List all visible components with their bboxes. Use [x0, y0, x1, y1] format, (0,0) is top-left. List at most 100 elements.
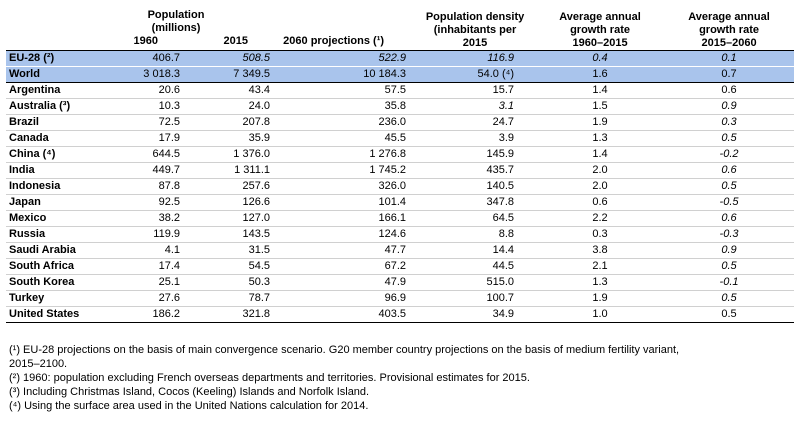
cell-2060: 1 276.8 [278, 146, 415, 163]
cell-1960: 27.6 [98, 290, 188, 307]
cell-growth-2015-2060: 0.9 [664, 242, 795, 259]
cell-density: 435.7 [414, 162, 537, 179]
cell-country: Mexico [6, 210, 98, 227]
cell-growth-2015-2060: 0.5 [664, 306, 795, 323]
cell-density: 44.5 [414, 258, 537, 275]
cell-density: 140.5 [414, 178, 537, 195]
table-row: South Africa 17.4 54.5 67.2 44.5 2.1 0.5 [6, 258, 795, 275]
cell-1960: 92.5 [98, 194, 188, 211]
cell-2060: 166.1 [278, 210, 415, 227]
cell-country: South Africa [6, 258, 98, 275]
footnote: (³) Including Christmas Island, Cocos (K… [9, 386, 370, 398]
cell-2015: 508.5 [188, 50, 278, 67]
cell-density: 24.7 [414, 114, 537, 131]
cell-growth-1960-2015: 1.9 [536, 114, 665, 131]
cell-growth-2015-2060: 0.5 [664, 130, 795, 147]
cell-growth-1960-2015: 3.8 [536, 242, 665, 259]
header-row-bottom: 1960 2015 2060 projections (¹) [6, 35, 795, 51]
cell-2015: 1 311.1 [188, 162, 278, 179]
cell-growth-1960-2015: 1.4 [536, 146, 665, 163]
cell-growth-1960-2015: 2.2 [536, 210, 665, 227]
cell-growth-2015-2060: -0.1 [664, 274, 795, 291]
table-row: EU-28 (²) 406.7 508.5 522.9 116.9 0.4 0.1 [6, 50, 795, 67]
cell-density: 347.8 [414, 194, 537, 211]
cell-2015: 126.6 [188, 194, 278, 211]
cell-growth-1960-2015: 1.5 [536, 98, 665, 115]
population-table: Population (millions) Population density(… [6, 9, 795, 323]
cell-growth-2015-2060: -0.2 [664, 146, 795, 163]
table-row: South Korea 25.1 50.3 47.9 515.0 1.3 -0.1 [6, 274, 795, 291]
footnote: (²) 1960: population excluding French ov… [9, 372, 530, 384]
cell-2015: 50.3 [188, 274, 278, 291]
cell-1960: 20.6 [98, 82, 188, 99]
cell-density: 3.9 [414, 130, 537, 147]
cell-country: South Korea [6, 274, 98, 291]
cell-density: 14.4 [414, 242, 537, 259]
cell-2060: 57.5 [278, 82, 415, 99]
cell-growth-2015-2060: 0.6 [664, 82, 795, 99]
cell-1960: 3 018.3 [98, 66, 188, 83]
cell-2060: 45.5 [278, 130, 415, 147]
cell-2015: 1 376.0 [188, 146, 278, 163]
cell-1960: 17.4 [98, 258, 188, 275]
cell-1960: 87.8 [98, 178, 188, 195]
cell-2060: 67.2 [278, 258, 415, 275]
cell-density: 145.9 [414, 146, 537, 163]
header-row-top: Population (millions) Population density(… [6, 9, 794, 49]
cell-growth-2015-2060: 0.7 [664, 66, 795, 83]
cell-growth-1960-2015: 1.4 [536, 82, 665, 99]
header-2060: 2060 projections (¹) [283, 35, 385, 47]
cell-growth-2015-2060: 0.5 [664, 178, 795, 195]
cell-growth-2015-2060: -0.3 [664, 226, 795, 243]
cell-growth-1960-2015: 1.3 [536, 274, 665, 291]
cell-country: World [6, 66, 98, 83]
cell-1960: 406.7 [98, 50, 188, 67]
cell-2015: 7 349.5 [188, 66, 278, 83]
header-2015: 2015 [223, 35, 248, 47]
cell-country: China (⁴) [6, 146, 98, 163]
footnote: (⁴) Using the surface area used in the U… [9, 400, 369, 412]
cell-density: 34.9 [414, 306, 537, 323]
cell-density: 3.1 [414, 98, 537, 115]
table-row: Brazil 72.5 207.8 236.0 24.7 1.9 0.3 [6, 114, 795, 131]
cell-country: Indonesia [6, 178, 98, 195]
cell-2015: 257.6 [188, 178, 278, 195]
header-density: Population density (inhabitants per 2015 [425, 11, 525, 49]
cell-2060: 47.9 [278, 274, 415, 291]
table-row: Japan 92.5 126.6 101.4 347.8 0.6 -0.5 [6, 194, 795, 211]
cell-growth-1960-2015: 1.0 [536, 306, 665, 323]
cell-1960: 4.1 [98, 242, 188, 259]
table-row: Indonesia 87.8 257.6 326.0 140.5 2.0 0.5 [6, 178, 795, 195]
cell-growth-2015-2060: 0.6 [664, 162, 795, 179]
cell-country: Canada [6, 130, 98, 147]
table-row: World 3 018.3 7 349.5 10 184.3 54.0 (⁴) 1.6 0.… [6, 66, 795, 83]
cell-country: India [6, 162, 98, 179]
cell-country: EU-28 (²) [6, 50, 98, 67]
cell-growth-2015-2060: 0.5 [664, 290, 795, 307]
cell-2060: 96.9 [278, 290, 415, 307]
cell-country: Russia [6, 226, 98, 243]
table-row: Saudi Arabia 4.1 31.5 47.7 14.4 3.8 0.9 [6, 242, 795, 259]
cell-1960: 72.5 [98, 114, 188, 131]
cell-1960: 38.2 [98, 210, 188, 227]
cell-2015: 78.7 [188, 290, 278, 307]
cell-country: Brazil [6, 114, 98, 131]
table-row: China (⁴) 644.5 1 376.0 1 276.8 145.9 1.4 -0.2 [6, 146, 795, 163]
cell-2060: 236.0 [278, 114, 415, 131]
cell-density: 8.8 [414, 226, 537, 243]
cell-growth-2015-2060: 0.3 [664, 114, 795, 131]
cell-country: Saudi Arabia [6, 242, 98, 259]
cell-2060: 403.5 [278, 306, 415, 323]
cell-1960: 17.9 [98, 130, 188, 147]
cell-1960: 644.5 [98, 146, 188, 163]
cell-growth-1960-2015: 1.3 [536, 130, 665, 147]
cell-growth-1960-2015: 2.0 [536, 162, 665, 179]
cell-country: Argentina [6, 82, 98, 99]
cell-density: 116.9 [414, 50, 537, 67]
cell-2015: 54.5 [188, 258, 278, 275]
cell-2060: 10 184.3 [278, 66, 415, 83]
cell-country: Japan [6, 194, 98, 211]
table-row: United States 186.2 321.8 403.5 34.9 1.0 0.5 [6, 306, 795, 323]
cell-growth-1960-2015: 0.3 [536, 226, 665, 243]
cell-1960: 186.2 [98, 306, 188, 323]
